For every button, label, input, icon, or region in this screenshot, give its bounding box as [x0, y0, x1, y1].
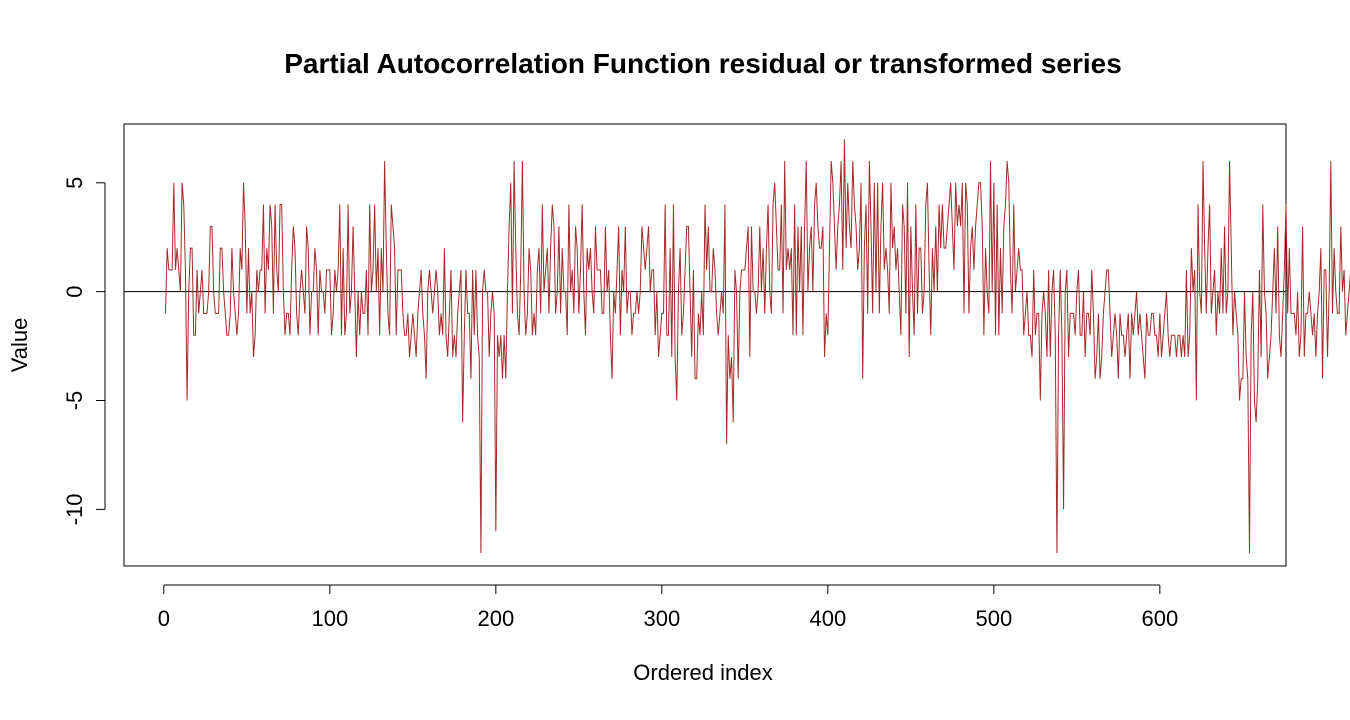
x-tick-label: 0: [158, 606, 170, 631]
x-tick-label: 200: [477, 606, 514, 631]
y-tick-label: 5: [62, 177, 87, 189]
chart-title: Partial Autocorrelation Function residua…: [284, 48, 1122, 79]
x-tick-label: 400: [809, 606, 846, 631]
plot-area: [124, 139, 1350, 553]
x-tick-label: 500: [975, 606, 1012, 631]
y-tick-label: 0: [62, 286, 87, 298]
plot-frame: [123, 123, 1287, 567]
x-tick-label: 300: [643, 606, 680, 631]
x-tick-label: 600: [1141, 606, 1178, 631]
x-axis: 0 100 200 300 400 500 600: [158, 584, 1178, 631]
series-line: [165, 139, 1350, 553]
x-tick-label: 100: [311, 606, 348, 631]
y-tick-label: -10: [62, 493, 87, 525]
x-axis-label: Ordered index: [633, 660, 772, 685]
y-axis-label: Value: [7, 318, 32, 373]
y-tick-label: -5: [62, 391, 87, 411]
y-axis: -10 -5 0 5: [62, 177, 106, 525]
